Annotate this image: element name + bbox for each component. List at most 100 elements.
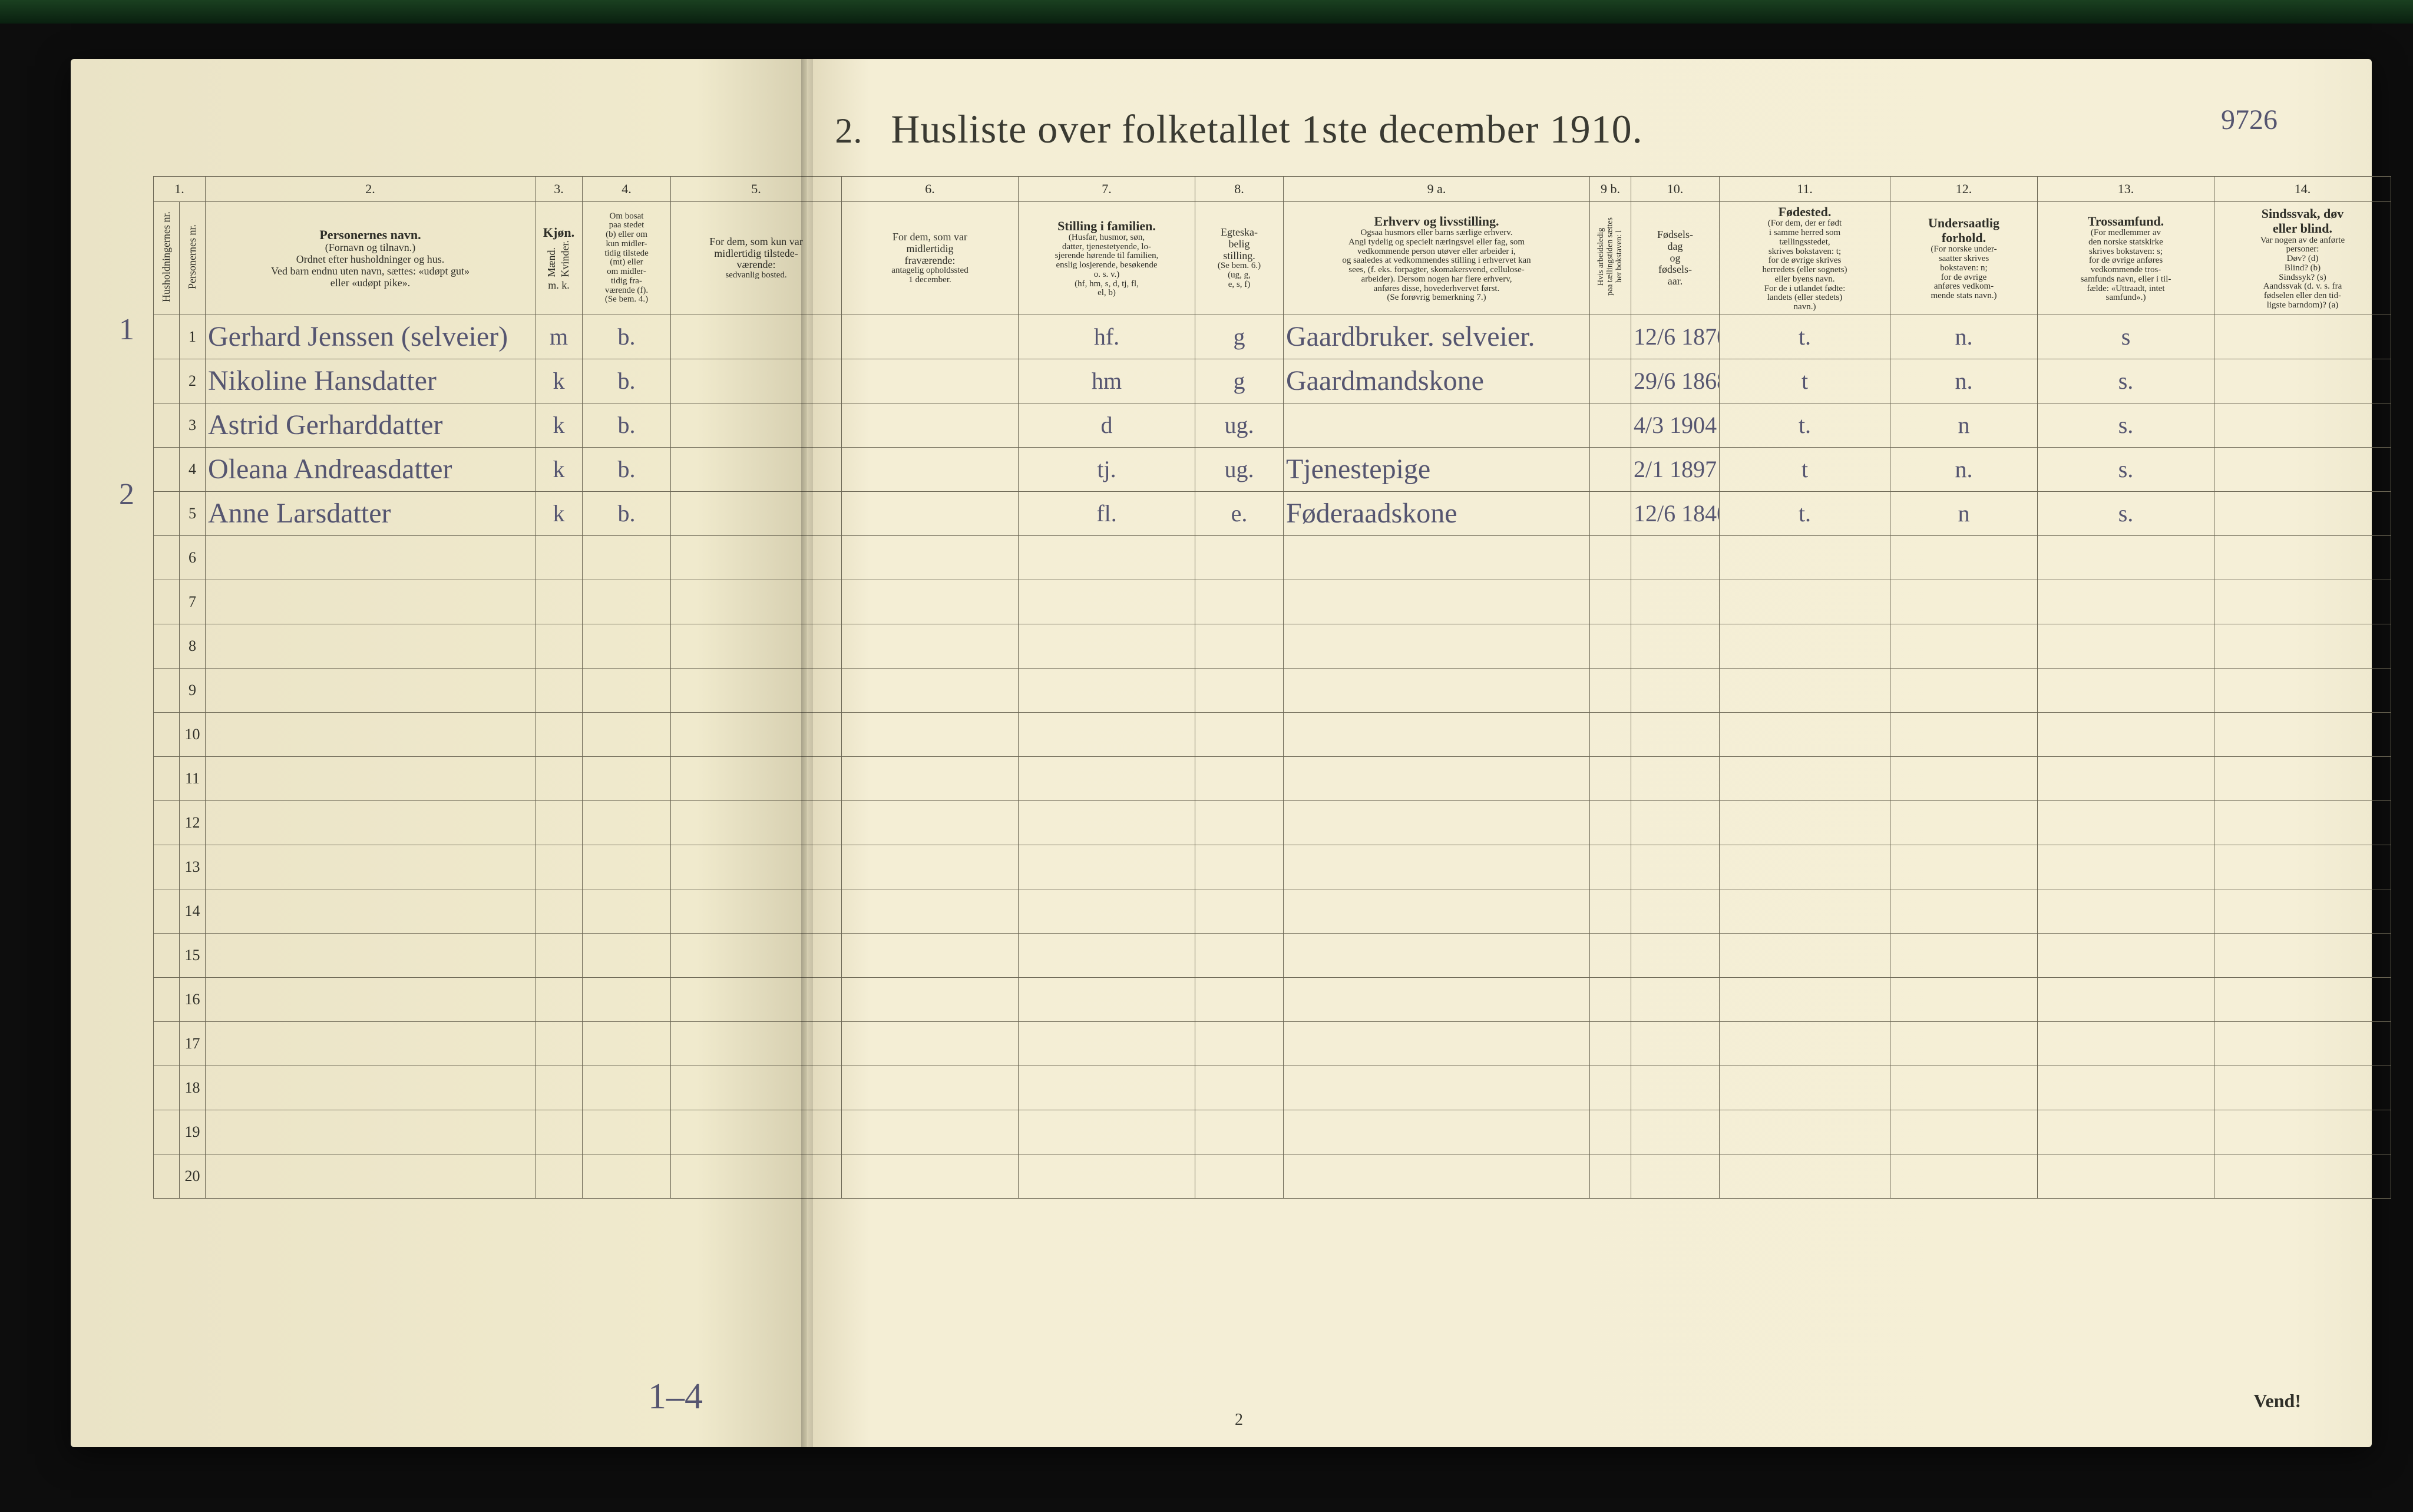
cell-empty	[206, 889, 536, 933]
cell-empty	[1631, 756, 1720, 800]
cell-tros: s	[2038, 315, 2214, 359]
cell-empty	[1019, 668, 1195, 712]
cell-6	[842, 403, 1019, 447]
cell-empty	[2038, 1110, 2214, 1154]
cell-empty	[1590, 1021, 1631, 1066]
cell-empty	[1631, 800, 1720, 845]
cell-9b	[1590, 359, 1631, 403]
cell-empty	[2038, 756, 2214, 800]
cell-empty	[671, 1066, 842, 1110]
cell-empty	[842, 624, 1019, 668]
cell-empty	[1890, 756, 2038, 800]
cell-empty	[2038, 712, 2214, 756]
cell-hushold	[154, 800, 180, 845]
hdr-navn: Personernes navn. (Fornavn og tilnavn.) …	[206, 202, 536, 315]
cell-empty	[1631, 977, 1720, 1021]
cell-person-no: 18	[180, 1066, 206, 1110]
colnum-8: 8.	[1195, 177, 1284, 202]
cell-person-no: 14	[180, 889, 206, 933]
cell-empty	[536, 624, 583, 668]
cell-stilling-fam: hm	[1019, 359, 1195, 403]
cell-empty	[1890, 933, 2038, 977]
footer-page-number: 2	[1235, 1411, 1243, 1430]
cell-6	[842, 491, 1019, 535]
cell-empty	[206, 712, 536, 756]
cell-name: Gerhard Jenssen (selveier)	[206, 315, 536, 359]
cell-tros: s.	[2038, 447, 2214, 491]
cell-empty	[1195, 845, 1284, 889]
cell-empty	[2038, 580, 2214, 624]
cell-empty	[1890, 535, 2038, 580]
cell-empty	[1631, 933, 1720, 977]
cell-empty	[842, 977, 1019, 1021]
household-no-2: 2	[119, 477, 134, 512]
cell-9b	[1590, 491, 1631, 535]
cell-empty	[2214, 535, 2391, 580]
cell-tros: s.	[2038, 359, 2214, 403]
cell-empty	[1284, 580, 1590, 624]
hdr-egteskap: Egteska- belig stilling. (Se bem. 6.) (u…	[1195, 202, 1284, 315]
cell-empty	[671, 535, 842, 580]
cell-empty	[536, 712, 583, 756]
cell-empty	[583, 977, 671, 1021]
cell-empty	[206, 1154, 536, 1198]
cell-empty	[1284, 933, 1590, 977]
cell-empty	[842, 1110, 1019, 1154]
cell-fodsel: 2/1 1897	[1631, 447, 1720, 491]
cell-empty	[2038, 889, 2214, 933]
cell-empty	[1284, 712, 1590, 756]
cell-empty	[536, 535, 583, 580]
cell-empty	[1284, 756, 1590, 800]
vend-label: Vend!	[2253, 1390, 2301, 1412]
cell-empty	[1284, 889, 1590, 933]
cell-empty	[1590, 624, 1631, 668]
cell-bosat: b.	[583, 403, 671, 447]
cell-empty	[842, 800, 1019, 845]
cell-empty	[842, 580, 1019, 624]
cell-empty	[1019, 1154, 1195, 1198]
cell-empty	[2214, 1110, 2391, 1154]
cell-hushold	[154, 359, 180, 403]
cell-empty	[1195, 1021, 1284, 1066]
cell-empty	[1720, 624, 1890, 668]
cell-empty	[1195, 712, 1284, 756]
cell-empty	[842, 756, 1019, 800]
cell-empty	[1720, 756, 1890, 800]
table-row-empty: 20	[154, 1154, 2391, 1198]
cell-empty	[583, 535, 671, 580]
cell-empty	[1890, 845, 2038, 889]
cell-empty	[2038, 668, 2214, 712]
cell-empty	[1890, 1021, 2038, 1066]
cell-egteskap: ug.	[1195, 403, 1284, 447]
cell-empty	[671, 580, 842, 624]
cell-hushold	[154, 580, 180, 624]
cell-hushold	[154, 491, 180, 535]
cell-empty	[1195, 800, 1284, 845]
cell-bosat: b.	[583, 315, 671, 359]
cell-14	[2214, 491, 2391, 535]
cell-fodsel: 12/6 1870	[1631, 315, 1720, 359]
cell-empty	[206, 800, 536, 845]
cell-9b	[1590, 315, 1631, 359]
cell-stilling-fam: fl.	[1019, 491, 1195, 535]
cell-empty	[1284, 845, 1590, 889]
cell-hushold	[154, 977, 180, 1021]
cell-empty	[1720, 933, 1890, 977]
cell-empty	[1019, 800, 1195, 845]
cell-empty	[1631, 624, 1720, 668]
table-row-empty: 18	[154, 1066, 2391, 1110]
cell-egteskap: g	[1195, 315, 1284, 359]
cell-empty	[842, 1154, 1019, 1198]
cell-person-no: 6	[180, 535, 206, 580]
cell-empty	[1590, 535, 1631, 580]
cell-empty	[1720, 977, 1890, 1021]
cell-empty	[1284, 1066, 1590, 1110]
cell-empty	[1720, 535, 1890, 580]
cell-empty	[2214, 1021, 2391, 1066]
cell-5	[671, 447, 842, 491]
page-title: 2. Husliste over folketallet 1ste decemb…	[153, 106, 2325, 153]
table-row: 5Anne Larsdatterkb.fl.e.Føderaadskone12/…	[154, 491, 2391, 535]
cell-empty	[671, 933, 842, 977]
hdr-erhverv: Erhverv og livsstilling. Ogsaa husmors e…	[1284, 202, 1590, 315]
cell-empty	[583, 800, 671, 845]
